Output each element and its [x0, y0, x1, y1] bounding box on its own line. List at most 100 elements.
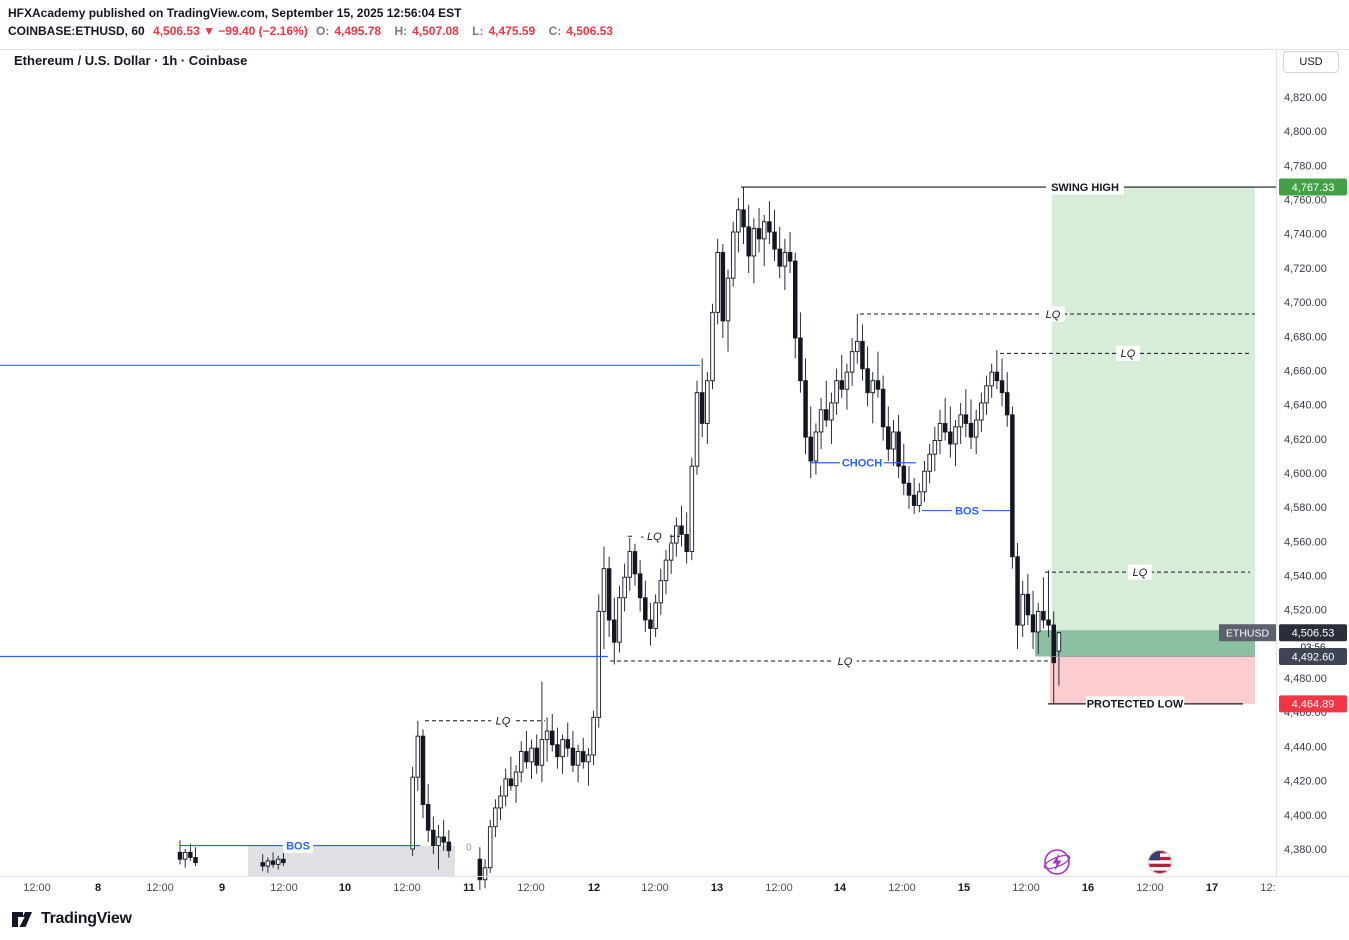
stop-zone[interactable]	[1050, 656, 1255, 704]
svg-text:4,506.53: 4,506.53	[1292, 628, 1335, 640]
us-flag-emoji-sticker[interactable]	[1147, 849, 1173, 875]
svg-text:12:00: 12:00	[393, 882, 421, 894]
lq-4670-line-label: LQ	[1121, 348, 1136, 360]
lq-4490-line[interactable]: LQ	[610, 653, 1048, 669]
svg-text:9: 9	[219, 882, 225, 894]
tradingview-footer[interactable]: TradingView	[10, 907, 132, 931]
open-label: O:	[316, 24, 330, 38]
symbol-info-line: COINBASE:ETHUSD, 60 4,506.53 ▼ −99.40 (−…	[8, 24, 623, 39]
entry-price-label[interactable]: 4,492.60	[1279, 648, 1347, 666]
tradingview-logo-icon	[12, 912, 32, 927]
svg-text:16: 16	[1082, 882, 1094, 894]
stop-price-label[interactable]: 4,464.89	[1279, 695, 1347, 713]
svg-text:4,520.00: 4,520.00	[1284, 605, 1327, 617]
svg-text:8: 8	[95, 882, 101, 894]
lq-4542-line-label: LQ	[1133, 567, 1148, 579]
svg-text:12:00: 12:00	[146, 882, 174, 894]
swing-high-line-label: SWING HIGH	[1051, 182, 1119, 194]
choch-line-label: CHOCH	[842, 458, 882, 470]
low-label: L:	[472, 24, 484, 38]
svg-text:12:00: 12:00	[888, 882, 916, 894]
svg-text:4,480.00: 4,480.00	[1284, 673, 1327, 685]
svg-text:4,700.00: 4,700.00	[1284, 297, 1327, 309]
protected-low-line[interactable]: PROTECTED LOW	[1048, 696, 1243, 712]
brand-wordmark: TradingView	[41, 910, 132, 927]
svg-text:4,600.00: 4,600.00	[1284, 468, 1327, 480]
protected-low-line-label: PROTECTED LOW	[1087, 699, 1184, 711]
high-value: 4,507.08	[412, 24, 459, 38]
currency-toggle-button[interactable]: USD	[1283, 51, 1339, 73]
energy-emoji-sticker[interactable]	[1043, 849, 1071, 875]
price-scale[interactable]: 4,380.004,400.004,420.004,440.004,460.00…	[1284, 92, 1327, 856]
high-label: H:	[394, 24, 408, 38]
svg-text:4,440.00: 4,440.00	[1284, 741, 1327, 753]
svg-text:12:00: 12:00	[270, 882, 298, 894]
svg-text:12:: 12:	[1260, 882, 1275, 894]
swing-high-price-label[interactable]: 4,767.33	[1279, 178, 1347, 196]
svg-text:4,400.00: 4,400.00	[1284, 810, 1327, 822]
choch-line[interactable]: CHOCH	[810, 455, 916, 471]
lq-4693-line-label: LQ	[1046, 309, 1061, 321]
publish-info: published on TradingView.com, September …	[88, 6, 462, 20]
svg-text:10: 10	[339, 882, 351, 894]
svg-text:12:00: 12:00	[1136, 882, 1164, 894]
bos-left-line-label: BOS	[286, 840, 310, 852]
svg-text:4,640.00: 4,640.00	[1284, 400, 1327, 412]
lq-4563-line[interactable]: - LQ	[628, 528, 680, 544]
svg-text:15: 15	[958, 882, 970, 894]
lq-4693-line[interactable]: LQ	[860, 306, 1255, 322]
time-scale[interactable]: 12:00 8 12:00 9 12:00 10 12:00 11 12:00 12 12:00 13…	[23, 882, 1275, 894]
svg-text:4,680.00: 4,680.00	[1284, 331, 1327, 343]
svg-text:4,780.00: 4,780.00	[1284, 160, 1327, 172]
symbol-name: COINBASE:ETHUSD, 60	[8, 24, 145, 38]
svg-text:11: 11	[463, 882, 475, 894]
entry-zone[interactable]	[1035, 630, 1255, 657]
publish-header: HFXAcademy published on TradingView.com,…	[8, 6, 623, 39]
svg-text:4,420.00: 4,420.00	[1284, 776, 1327, 788]
chart-frame	[0, 49, 1349, 877]
bos-right-line-label: BOS	[955, 505, 979, 517]
svg-text:12:00: 12:00	[517, 882, 545, 894]
svg-text:4,620.00: 4,620.00	[1284, 434, 1327, 446]
svg-text:17: 17	[1206, 882, 1218, 894]
close-label: C:	[548, 24, 562, 38]
lq-4455-line-label: LQ	[496, 716, 511, 728]
svg-text:4,464.89: 4,464.89	[1292, 699, 1335, 711]
bos-right-line[interactable]: BOS	[922, 503, 1010, 519]
lq-4490-line-label: LQ	[838, 656, 853, 668]
svg-text:4,740.00: 4,740.00	[1284, 229, 1327, 241]
price-axis-labels[interactable]: 4,767.33 ETHUSD03:564,506.534,492.60 4,464…	[1219, 178, 1347, 713]
last-price-label[interactable]: ETHUSD03:564,506.53	[1219, 624, 1347, 654]
svg-text:13: 13	[711, 882, 723, 894]
svg-text:12:00: 12:00	[23, 882, 51, 894]
lq-4455-line[interactable]: LQ	[425, 713, 545, 729]
svg-text:4,540.00: 4,540.00	[1284, 571, 1327, 583]
publish-line: HFXAcademy published on TradingView.com,…	[8, 6, 623, 21]
svg-text:4,820.00: 4,820.00	[1284, 92, 1327, 104]
svg-text:4,580.00: 4,580.00	[1284, 502, 1327, 514]
candlestick-series[interactable]	[177, 187, 1062, 890]
chart-legend-title[interactable]: Ethereum / U.S. Dollar · 1h · Coinbase	[14, 53, 248, 68]
svg-text:4,560.00: 4,560.00	[1284, 536, 1327, 548]
swing-high-line[interactable]: SWING HIGH	[741, 179, 1276, 195]
close-value: 4,506.53	[566, 24, 613, 38]
svg-text:ETHUSD: ETHUSD	[1226, 628, 1270, 640]
lq-4563-line-label: - LQ	[640, 531, 662, 543]
lq-4542-line[interactable]: LQ	[1045, 564, 1250, 580]
svg-text:4,492.60: 4,492.60	[1292, 651, 1335, 663]
target-zone[interactable]	[1052, 187, 1255, 631]
last-quote: 4,506.53 ▼ −99.40 (−2.16%)	[153, 24, 308, 38]
publisher-name: HFXAcademy	[8, 6, 86, 20]
bos-left-line[interactable]: BOS	[180, 838, 420, 854]
svg-text:12:00: 12:00	[641, 882, 669, 894]
svg-text:4,800.00: 4,800.00	[1284, 126, 1327, 138]
position-tool-zones[interactable]	[1035, 187, 1255, 704]
svg-text:14: 14	[834, 882, 847, 894]
svg-text:4,660.00: 4,660.00	[1284, 365, 1327, 377]
svg-text:12:00: 12:00	[1012, 882, 1040, 894]
lq-4670-line[interactable]: LQ	[1000, 345, 1250, 361]
open-value: 4,495.78	[334, 24, 382, 38]
svg-text:12: 12	[588, 882, 600, 894]
